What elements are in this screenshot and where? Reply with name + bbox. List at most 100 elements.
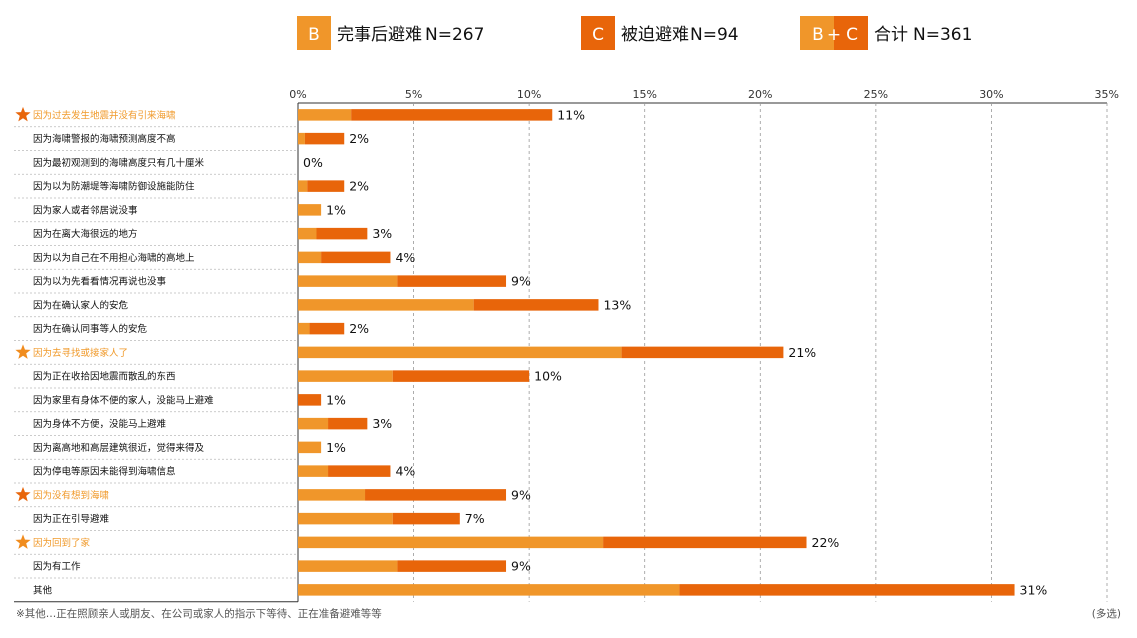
bar-b (298, 299, 474, 311)
data-label: 2% (349, 321, 369, 336)
bar-b (298, 417, 329, 430)
category-label: 因为正在引导避难 (33, 513, 110, 525)
legend-badge-b-text: B (308, 25, 320, 45)
legend-badge-bc-left (800, 16, 834, 50)
data-label: 13% (603, 297, 631, 312)
data-label: 21% (788, 345, 816, 360)
category-label: 因为正在收拾因地震而散乱的东西 (33, 371, 176, 383)
bar-c (304, 132, 345, 145)
data-label: 1% (326, 392, 346, 407)
x-tick-label: 35% (1095, 88, 1119, 101)
bar-c (309, 322, 345, 335)
bar-b (298, 560, 398, 572)
bar-c (621, 346, 784, 359)
category-label: 因为在确认同事等人的安危 (33, 323, 148, 335)
bar-c (351, 109, 553, 121)
bar-b (298, 346, 622, 359)
legend-badge-c (581, 16, 615, 50)
bar-b (298, 251, 322, 264)
x-tick-label: 0% (289, 88, 306, 101)
star-icon (15, 534, 31, 549)
category-label: 因为家人或者邻居说没事 (33, 204, 138, 216)
multi-select-note: (多选) (1091, 608, 1121, 620)
category-label: 因为以为防潮堤等海啸防御设施能防住 (33, 181, 195, 193)
bar-b (298, 465, 329, 477)
legend-badge-bc-plus: + (827, 25, 841, 45)
footnote: ※其他…正在照顾亲人或朋友、在公司或家人的指示下等待、正在准备避难等等 (16, 608, 382, 620)
legend-badge-bc-right (834, 16, 868, 50)
category-label: 因为以为先看看情况再说也没事 (33, 276, 167, 288)
bar-b (298, 227, 317, 240)
data-label: 4% (395, 250, 415, 265)
bar-c (365, 489, 507, 501)
legend-badge-b (297, 16, 331, 50)
category-label: 因为海啸警报的海啸预测高度不高 (33, 133, 176, 145)
bar-b (298, 584, 680, 596)
category-label: 其他 (33, 584, 53, 596)
category-label: 因为去寻找或接家人了 (33, 347, 128, 359)
legend-badge-c-text: C (592, 25, 604, 45)
data-label: 3% (372, 416, 392, 431)
bar-b (298, 322, 310, 335)
bar-c (392, 370, 530, 382)
bar-b (298, 109, 352, 121)
legend-item-b: B 完事后避难 N=267 (297, 16, 484, 50)
plot-area: 0% 5% 10% 15% 20% 25% 30% 35% 因为过去发生地震并没有引来海啸 11%… (14, 88, 1119, 603)
legend-n-c: N=94 (690, 25, 739, 45)
star-icon (15, 344, 31, 359)
data-label: 3% (372, 226, 392, 241)
bar-b (298, 275, 398, 287)
bar-c (679, 584, 1015, 596)
category-label: 因为身体不方便，没能马上避难 (33, 418, 167, 430)
bar-b (298, 489, 366, 501)
bar-b (298, 441, 322, 454)
category-label: 因为最初观测到的海啸高度只有几十厘米 (33, 157, 205, 169)
data-label: 2% (349, 131, 369, 146)
data-label: 4% (395, 464, 415, 479)
category-label: 因为离高地和高层建筑很近，觉得来得及 (33, 442, 205, 454)
data-label: 22% (812, 535, 840, 550)
category-label: 因为停电等原因未能得到海啸信息 (33, 466, 176, 478)
bar-c (603, 536, 807, 549)
x-tick-label: 20% (748, 88, 772, 101)
bar-c (397, 275, 507, 287)
legend: B 完事后避难 N=267 C 被迫避难 N=94 B + C 合计 N=361 (297, 16, 972, 50)
bar-c (316, 227, 368, 240)
bar-b (298, 512, 393, 525)
bar-b (298, 132, 305, 145)
legend-badge-bc-right-text: C (846, 25, 858, 45)
bar-c (392, 512, 460, 525)
x-tick-label: 30% (979, 88, 1003, 101)
bar-c (328, 465, 391, 477)
data-label: 11% (557, 107, 585, 122)
data-label: 0% (303, 155, 323, 170)
x-tick-label: 15% (632, 88, 656, 101)
bar-c (328, 417, 368, 430)
legend-item-bc: B + C 合计 N=361 (800, 16, 972, 50)
legend-n-b: N=267 (425, 25, 484, 45)
data-label: 31% (1020, 582, 1048, 597)
data-label: 1% (326, 440, 346, 455)
data-label: 9% (511, 559, 531, 574)
legend-label-bc: 合计 (874, 25, 908, 45)
category-label: 因为以为自己在不用担心海啸的高地上 (33, 252, 195, 264)
category-label: 因为过去发生地震并没有引来海啸 (33, 109, 176, 121)
bar-b (298, 204, 322, 216)
x-tick-label: 10% (517, 88, 541, 101)
legend-label-b: 完事后避难 (337, 25, 422, 45)
legend-label-c: 被迫避难 (621, 25, 689, 45)
bar-c (298, 394, 322, 406)
category-label: 因为没有想到海啸 (33, 489, 110, 501)
data-label: 9% (511, 487, 531, 502)
data-label: 7% (465, 511, 485, 526)
category-label: 因为家里有身体不便的家人，没能马上避难 (33, 394, 214, 406)
bar-c (473, 299, 599, 311)
legend-n-bc: N=361 (913, 25, 972, 45)
bar-b (298, 536, 604, 549)
data-label: 9% (511, 274, 531, 289)
category-label: 因为回到了家 (33, 537, 91, 549)
legend-item-c: C 被迫避难 N=94 (581, 16, 739, 50)
data-label: 1% (326, 202, 346, 217)
star-icon (15, 486, 31, 502)
